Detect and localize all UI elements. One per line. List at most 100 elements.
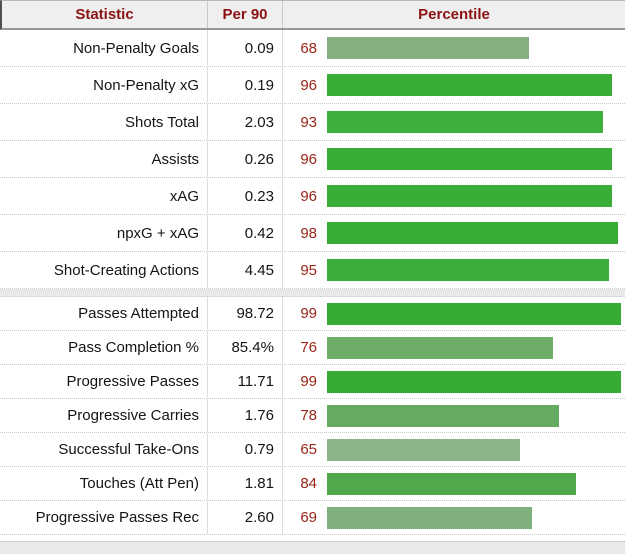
percentile-bar [327, 74, 613, 96]
stat-name: Shots Total [0, 104, 208, 140]
percentile-value: 78 [300, 407, 317, 424]
percentile-value: 99 [300, 373, 317, 390]
table-row: npxG + xAG 0.42 98 [0, 215, 625, 252]
column-header-statistic: Statistic [2, 1, 208, 28]
per90-value: 11.71 [208, 365, 283, 398]
percentile-bar-track [327, 302, 624, 325]
table-row: Progressive Passes Rec 2.60 69 [0, 501, 625, 535]
table-row: Non-Penalty Goals 0.09 68 [0, 30, 625, 67]
percentile-cell: 68 [283, 30, 625, 66]
percentile-value: 98 [300, 224, 317, 242]
stat-name: Assists [0, 141, 208, 177]
stat-name: Touches (Att Pen) [0, 467, 208, 500]
percentile-value: 65 [300, 441, 317, 458]
table-row: Touches (Att Pen) 1.81 84 [0, 467, 625, 501]
percentile-bar [327, 222, 619, 244]
percentile-bar-track [327, 74, 624, 96]
stat-name: Non-Penalty xG [0, 67, 208, 103]
per90-value: 2.60 [208, 501, 283, 534]
percentile-value: 93 [300, 113, 317, 131]
stat-name: Progressive Carries [0, 399, 208, 432]
per90-value: 0.09 [208, 30, 283, 66]
percentile-bar-track [327, 370, 624, 393]
per90-value: 0.79 [208, 433, 283, 466]
per90-value: 98.72 [208, 297, 283, 330]
table-row: Pass Completion % 85.4% 76 [0, 331, 625, 365]
percentile-value: 96 [300, 187, 317, 205]
table-row: Passes Attempted 98.72 99 [0, 297, 625, 331]
table-row: xAG 0.23 96 [0, 178, 625, 215]
stat-name: Successful Take-Ons [0, 433, 208, 466]
percentile-bar [327, 336, 553, 359]
percentile-bar [327, 148, 613, 170]
percentile-bar-track [327, 472, 624, 495]
percentile-cell: 96 [283, 67, 625, 103]
stat-name: Passes Attempted [0, 297, 208, 330]
stat-name: xAG [0, 178, 208, 214]
percentile-bar [327, 404, 559, 427]
section-possession-stats: Passes Attempted 98.72 99 Pass Completio… [0, 297, 625, 535]
stat-name: Progressive Passes Rec [0, 501, 208, 534]
table-row: Assists 0.26 96 [0, 141, 625, 178]
percentile-bar [327, 185, 613, 207]
table-row: Successful Take-Ons 0.79 65 [0, 433, 625, 467]
percentile-value: 69 [300, 509, 317, 526]
percentile-bar [327, 370, 622, 393]
percentile-bar [327, 506, 532, 529]
percentile-cell: 84 [283, 467, 625, 500]
stat-name: Pass Completion % [0, 331, 208, 364]
per90-value: 2.03 [208, 104, 283, 140]
percentile-bar [327, 302, 622, 325]
percentile-bar-track [327, 37, 624, 59]
table-row: Progressive Passes 11.71 99 [0, 365, 625, 399]
percentile-cell: 96 [283, 178, 625, 214]
table-header-row: Statistic Per 90 Percentile [0, 0, 625, 30]
stat-name: Shot-Creating Actions [0, 252, 208, 288]
percentile-value: 96 [300, 76, 317, 94]
per90-value: 0.42 [208, 215, 283, 251]
percentile-cell: 99 [283, 297, 625, 330]
table-row: Non-Penalty xG 0.19 96 [0, 67, 625, 104]
percentile-cell: 78 [283, 399, 625, 432]
table-row: Shots Total 2.03 93 [0, 104, 625, 141]
per90-value: 0.26 [208, 141, 283, 177]
percentile-bar-track [327, 438, 624, 461]
percentile-bar-track [327, 506, 624, 529]
percentile-value: 96 [300, 150, 317, 168]
per90-value: 0.19 [208, 67, 283, 103]
stat-name: Non-Penalty Goals [0, 30, 208, 66]
percentile-bar-track [327, 259, 624, 281]
percentile-value: 95 [300, 261, 317, 279]
percentile-cell: 99 [283, 365, 625, 398]
per90-value: 85.4% [208, 331, 283, 364]
percentile-cell: 95 [283, 252, 625, 288]
percentile-bar-track [327, 336, 624, 359]
percentile-cell: 96 [283, 141, 625, 177]
percentile-bar-track [327, 404, 624, 427]
percentile-cell: 65 [283, 433, 625, 466]
percentile-bar-track [327, 148, 624, 170]
percentile-bar [327, 111, 604, 133]
percentile-value: 68 [300, 39, 317, 57]
section-separator [0, 289, 625, 297]
percentile-value: 76 [300, 339, 317, 356]
table-row: Shot-Creating Actions 4.45 95 [0, 252, 625, 289]
bottom-gap [0, 535, 625, 541]
stat-name: Progressive Passes [0, 365, 208, 398]
per90-value: 1.81 [208, 467, 283, 500]
per90-value: 0.23 [208, 178, 283, 214]
bottom-separator-band [0, 541, 625, 554]
column-header-per90: Per 90 [208, 1, 283, 28]
percentile-cell: 93 [283, 104, 625, 140]
section-shooting-stats: Non-Penalty Goals 0.09 68 Non-Penalty xG… [0, 30, 625, 289]
percentile-cell: 98 [283, 215, 625, 251]
percentile-cell: 69 [283, 501, 625, 534]
percentile-bar [327, 438, 521, 461]
percentile-bar [327, 259, 610, 281]
table-row: Progressive Carries 1.76 78 [0, 399, 625, 433]
percentile-bar-track [327, 111, 624, 133]
percentile-value: 84 [300, 475, 317, 492]
percentile-cell: 76 [283, 331, 625, 364]
column-header-percentile: Percentile [418, 6, 490, 23]
